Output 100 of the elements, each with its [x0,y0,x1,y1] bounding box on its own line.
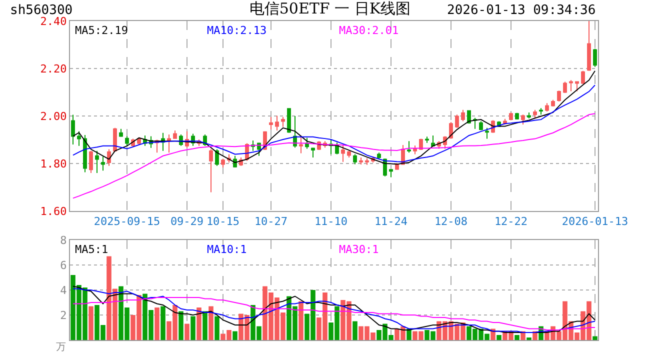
text: 2026-01-13 09:34:36 [447,3,596,18]
candlestick [467,110,471,124]
candlestick [425,136,429,144]
bar [298,301,304,340]
candlestick [359,157,363,165]
candlestick [287,108,291,134]
candlestick [71,114,75,145]
text: MA5:2.19 [75,24,128,37]
bar [592,336,598,340]
candlestick [533,109,537,118]
candlestick [341,144,345,162]
bar [184,324,190,340]
bar [154,308,160,340]
x-tick-label: 10-27 [254,215,288,228]
candlestick [95,150,99,174]
candlestick [275,115,279,131]
candlestick [521,114,525,126]
bar [202,311,208,340]
candlestick [461,109,465,122]
candlestick [215,148,219,166]
candlestick [281,116,285,128]
x-tick-label: 12-22 [494,215,528,228]
bar [196,308,202,340]
candlestick [563,81,567,94]
candlestick [347,150,351,158]
candlestick [125,136,129,146]
candlestick [587,21,591,72]
candlestick [389,168,393,178]
text: MA30:2.01 [339,24,399,37]
y-tick-label: 6 [60,258,67,272]
bar [190,316,196,340]
candlestick [167,134,171,154]
y-tick-label: 4 [60,284,68,297]
candlestick [89,150,93,174]
candlestick [569,80,573,92]
y-tick-label: 1.80 [40,157,67,170]
bar [178,311,184,340]
bar [490,328,496,340]
bar [352,321,358,340]
text: MA30:1 [339,243,379,256]
candlestick [557,90,561,102]
y-tick-label: 1.60 [40,204,67,218]
x-tick-label: 2025-09-15 [94,215,160,228]
candlestick [113,127,117,152]
bar [514,335,520,340]
line-series [72,113,596,199]
x-tick-label: 10-15 [206,215,240,228]
candlestick [479,120,483,131]
candlestick [119,128,123,138]
candlestick [299,134,303,154]
line-series [72,297,596,330]
candlestick [455,114,459,128]
text: MA10:2.13 [207,24,267,37]
candlestick [449,122,453,140]
y-tick-label: 2 [60,308,67,322]
bar [88,306,94,340]
candlestick [419,138,423,150]
candlestick [593,48,597,68]
candlestick [515,112,519,120]
bar [160,306,166,340]
x-tick-label: 09-29 [170,215,204,228]
candlestick [575,81,579,92]
candlestick [377,152,381,160]
candlestick [509,112,513,121]
candlestick [77,130,81,146]
candlestick [431,134,435,148]
candlestick [269,116,273,130]
candlestick [527,112,531,119]
candlestick [83,134,87,173]
text: MA5:1 [75,243,108,256]
x-tick-label: 11-24 [374,215,408,228]
candlestick [311,147,315,158]
bar [232,331,238,340]
candlestick [407,140,411,154]
bar [208,306,214,340]
text: MA10:1 [207,243,247,256]
candlestick [545,102,549,112]
candlestick [485,127,489,140]
candlestick [365,158,369,166]
y-tick-label: 2.00 [40,110,67,123]
candlestick [581,70,585,84]
y-axis-title: 万 [56,342,66,353]
line-series [72,84,596,162]
candlestick [539,108,543,116]
candlestick [173,130,177,140]
y-tick-label: 8 [60,234,67,247]
line-series [72,70,596,165]
candlestick [551,99,555,107]
y-tick-label: 2.20 [40,62,67,76]
candlestick [101,156,105,172]
x-tick-label: 12-08 [434,215,468,228]
x-tick-label: 11-10 [314,215,348,228]
candlestick [221,158,225,168]
candlestick [413,144,417,155]
candlestick [233,155,237,168]
bar [496,335,502,340]
candlestick [209,148,213,193]
x-tick-label: 2026-01-13 [562,215,628,228]
bar [214,316,220,340]
candlestick [353,154,357,165]
